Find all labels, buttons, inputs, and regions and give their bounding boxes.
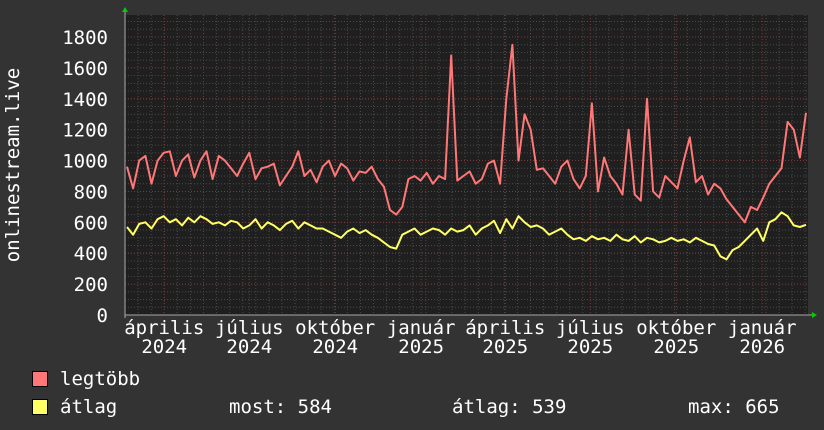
y-tick-label: 600 [74,212,108,234]
x-tick-label: július 2025 [556,317,625,358]
stat-maximum: max: 665 [688,396,780,418]
legend-swatch-avg [32,399,48,415]
y-tick-label: 400 [74,243,108,265]
y-tick-label: 1000 [62,151,108,173]
x-tick-label: július 2024 [215,317,284,358]
y-axis-arrow-icon [122,7,128,12]
x-tick-label: április 2025 [465,317,545,358]
y-tick-label: 0 [97,305,108,327]
legend-swatch-max [32,371,48,387]
stat-average: átlag: 539 [452,396,567,418]
y-tick-label: 1200 [62,120,108,142]
x-tick-label: október 2025 [636,317,716,358]
legend-item-avg: átlag [32,396,117,418]
x-tick-label: október 2024 [295,317,375,358]
x-tick-label: január 2026 [728,317,797,358]
stat-current: most: 584 [229,396,332,418]
series-line-max [126,43,807,224]
x-axis-arrow-icon [812,312,817,318]
x-tick-label: január 2025 [387,317,456,358]
y-tick-label: 1800 [62,27,108,49]
y-tick-label: 200 [74,274,108,296]
legend-item-max: legtöbb [32,368,140,390]
y-tick-label: 1400 [62,89,108,111]
x-tick-label: április 2024 [124,317,204,358]
y-axis-label: onlinestream.live [2,68,24,262]
legend-label-avg: átlag [60,396,118,418]
y-tick-label: 1600 [62,58,108,80]
y-tick-label: 800 [74,181,108,203]
series-line-avg [126,211,807,261]
legend-label-max: legtöbb [60,368,141,390]
line-chart: 0 200 400 600 800 1000 1200 1400 1600 1800 április… [2,7,817,358]
